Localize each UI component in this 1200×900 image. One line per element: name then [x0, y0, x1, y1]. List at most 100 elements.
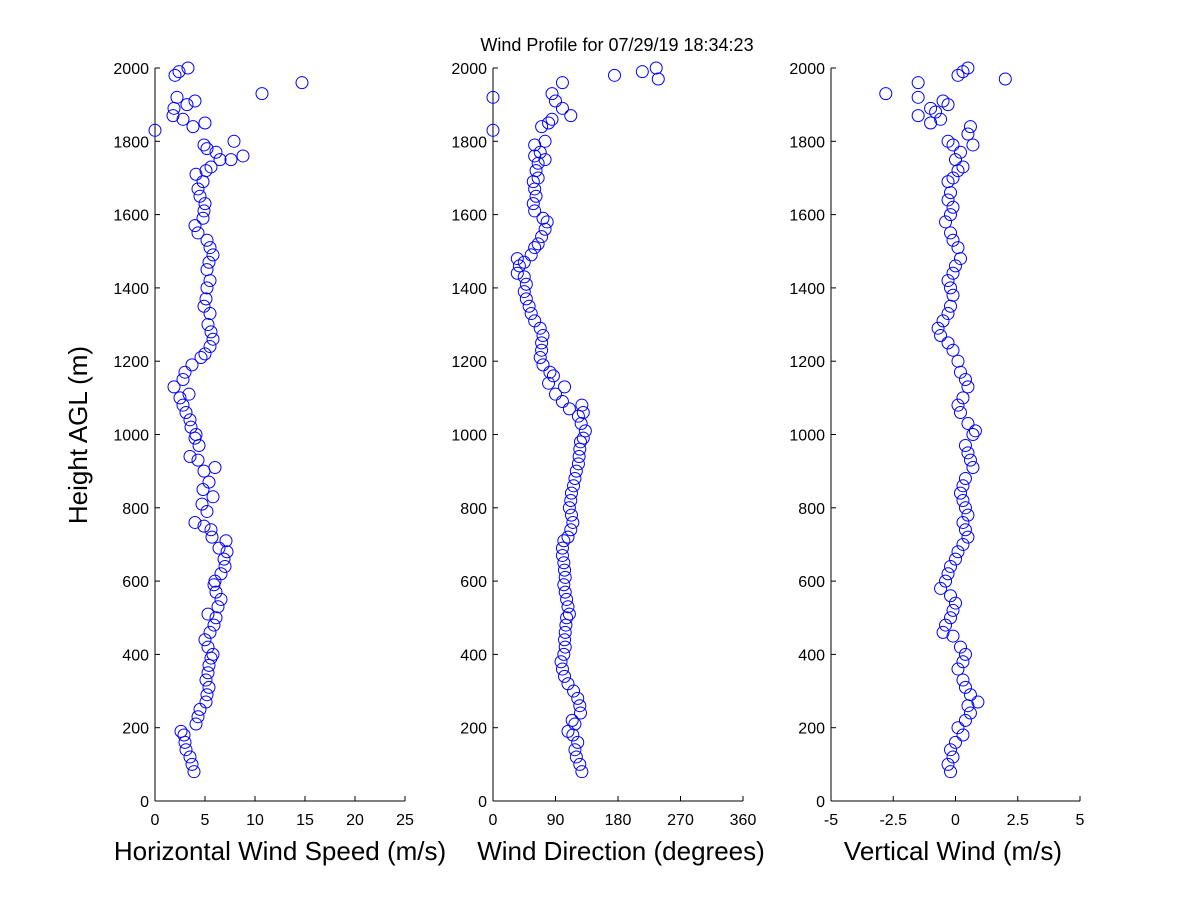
x-tick-label: 0 — [951, 812, 960, 829]
data-point — [951, 398, 965, 412]
data-point — [197, 464, 211, 478]
data-point — [486, 90, 500, 104]
data-point — [953, 145, 967, 159]
data-point — [512, 259, 526, 273]
data-point — [202, 255, 216, 269]
data-point — [196, 211, 210, 225]
data-point — [562, 607, 576, 621]
data-point — [204, 523, 218, 537]
data-point — [558, 380, 572, 394]
data-point — [966, 460, 980, 474]
data-point — [576, 406, 590, 420]
data-point — [561, 600, 575, 614]
data-point — [209, 585, 223, 599]
data-point — [543, 365, 557, 379]
data-point — [572, 449, 586, 463]
data-point — [214, 592, 228, 606]
data-point — [202, 475, 216, 489]
data-point — [574, 706, 587, 720]
data-point — [949, 552, 962, 566]
data-point — [963, 453, 977, 467]
data-point — [567, 479, 581, 493]
data-point — [571, 457, 585, 471]
data-point — [558, 585, 572, 599]
x-tick-label: 0 — [489, 812, 498, 829]
y-tick-label: 1600 — [451, 208, 487, 225]
data-point — [934, 581, 948, 595]
data-point — [558, 563, 572, 577]
data-point — [958, 680, 972, 694]
x-tick-label: 15 — [296, 812, 314, 829]
data-point — [517, 255, 531, 269]
data-point — [569, 464, 583, 478]
data-point — [200, 504, 214, 518]
data-point — [956, 655, 970, 669]
data-point — [198, 116, 212, 130]
x-tick-label: 25 — [396, 812, 414, 829]
y-tick-label: 1000 — [789, 428, 825, 445]
data-point — [183, 449, 197, 463]
data-point — [944, 226, 958, 240]
data-point — [197, 138, 211, 152]
data-point — [946, 750, 960, 764]
data-point — [578, 424, 592, 438]
data-point — [214, 567, 228, 581]
data-point — [517, 285, 531, 299]
data-point — [191, 182, 205, 196]
data-point — [941, 98, 955, 112]
data-point — [941, 757, 955, 771]
y-tick-label: 0 — [816, 794, 825, 811]
data-point — [255, 87, 269, 101]
y-tick-label: 1800 — [451, 134, 487, 151]
data-point — [961, 508, 975, 522]
data-point — [519, 292, 533, 306]
data-point — [209, 611, 223, 625]
data-point — [200, 688, 214, 702]
data-point — [188, 94, 202, 108]
data-point — [148, 123, 162, 137]
data-point — [564, 508, 578, 522]
data-point — [181, 61, 195, 75]
data-point — [951, 662, 965, 676]
data-point — [178, 365, 192, 379]
data-point — [486, 123, 500, 137]
data-point — [944, 589, 958, 603]
data-point — [941, 193, 955, 207]
y-tick-label: 1800 — [113, 134, 149, 151]
data-point — [561, 677, 575, 691]
y-tick-label: 1600 — [789, 208, 825, 225]
data-point — [946, 288, 960, 302]
data-point — [949, 596, 962, 610]
data-point — [176, 112, 190, 126]
data-point — [879, 87, 893, 101]
data-point — [958, 438, 972, 452]
data-point — [566, 515, 580, 529]
data-point — [209, 145, 223, 159]
data-point — [524, 307, 538, 321]
data-point — [197, 299, 211, 313]
data-point — [949, 153, 962, 167]
data-point — [562, 501, 576, 515]
data-point — [574, 417, 588, 431]
data-point — [538, 222, 552, 236]
data-point — [951, 545, 965, 559]
y-tick-label: 1800 — [789, 134, 825, 151]
data-point — [608, 68, 622, 82]
data-point — [526, 197, 540, 211]
data-point — [555, 548, 569, 562]
data-point — [535, 343, 549, 357]
data-point — [535, 230, 549, 244]
data-point — [557, 578, 571, 592]
data-point — [176, 373, 190, 387]
data-point — [557, 556, 571, 570]
y-tick-label: 200 — [460, 721, 487, 738]
data-point — [555, 101, 569, 115]
data-point — [193, 189, 207, 203]
data-point — [555, 395, 569, 409]
data-point — [956, 160, 970, 174]
data-point — [557, 534, 571, 548]
data-point — [545, 87, 559, 101]
figure-title: Wind Profile for 07/29/19 18:34:23 — [480, 35, 753, 55]
data-point — [558, 633, 572, 647]
data-point — [956, 493, 970, 507]
